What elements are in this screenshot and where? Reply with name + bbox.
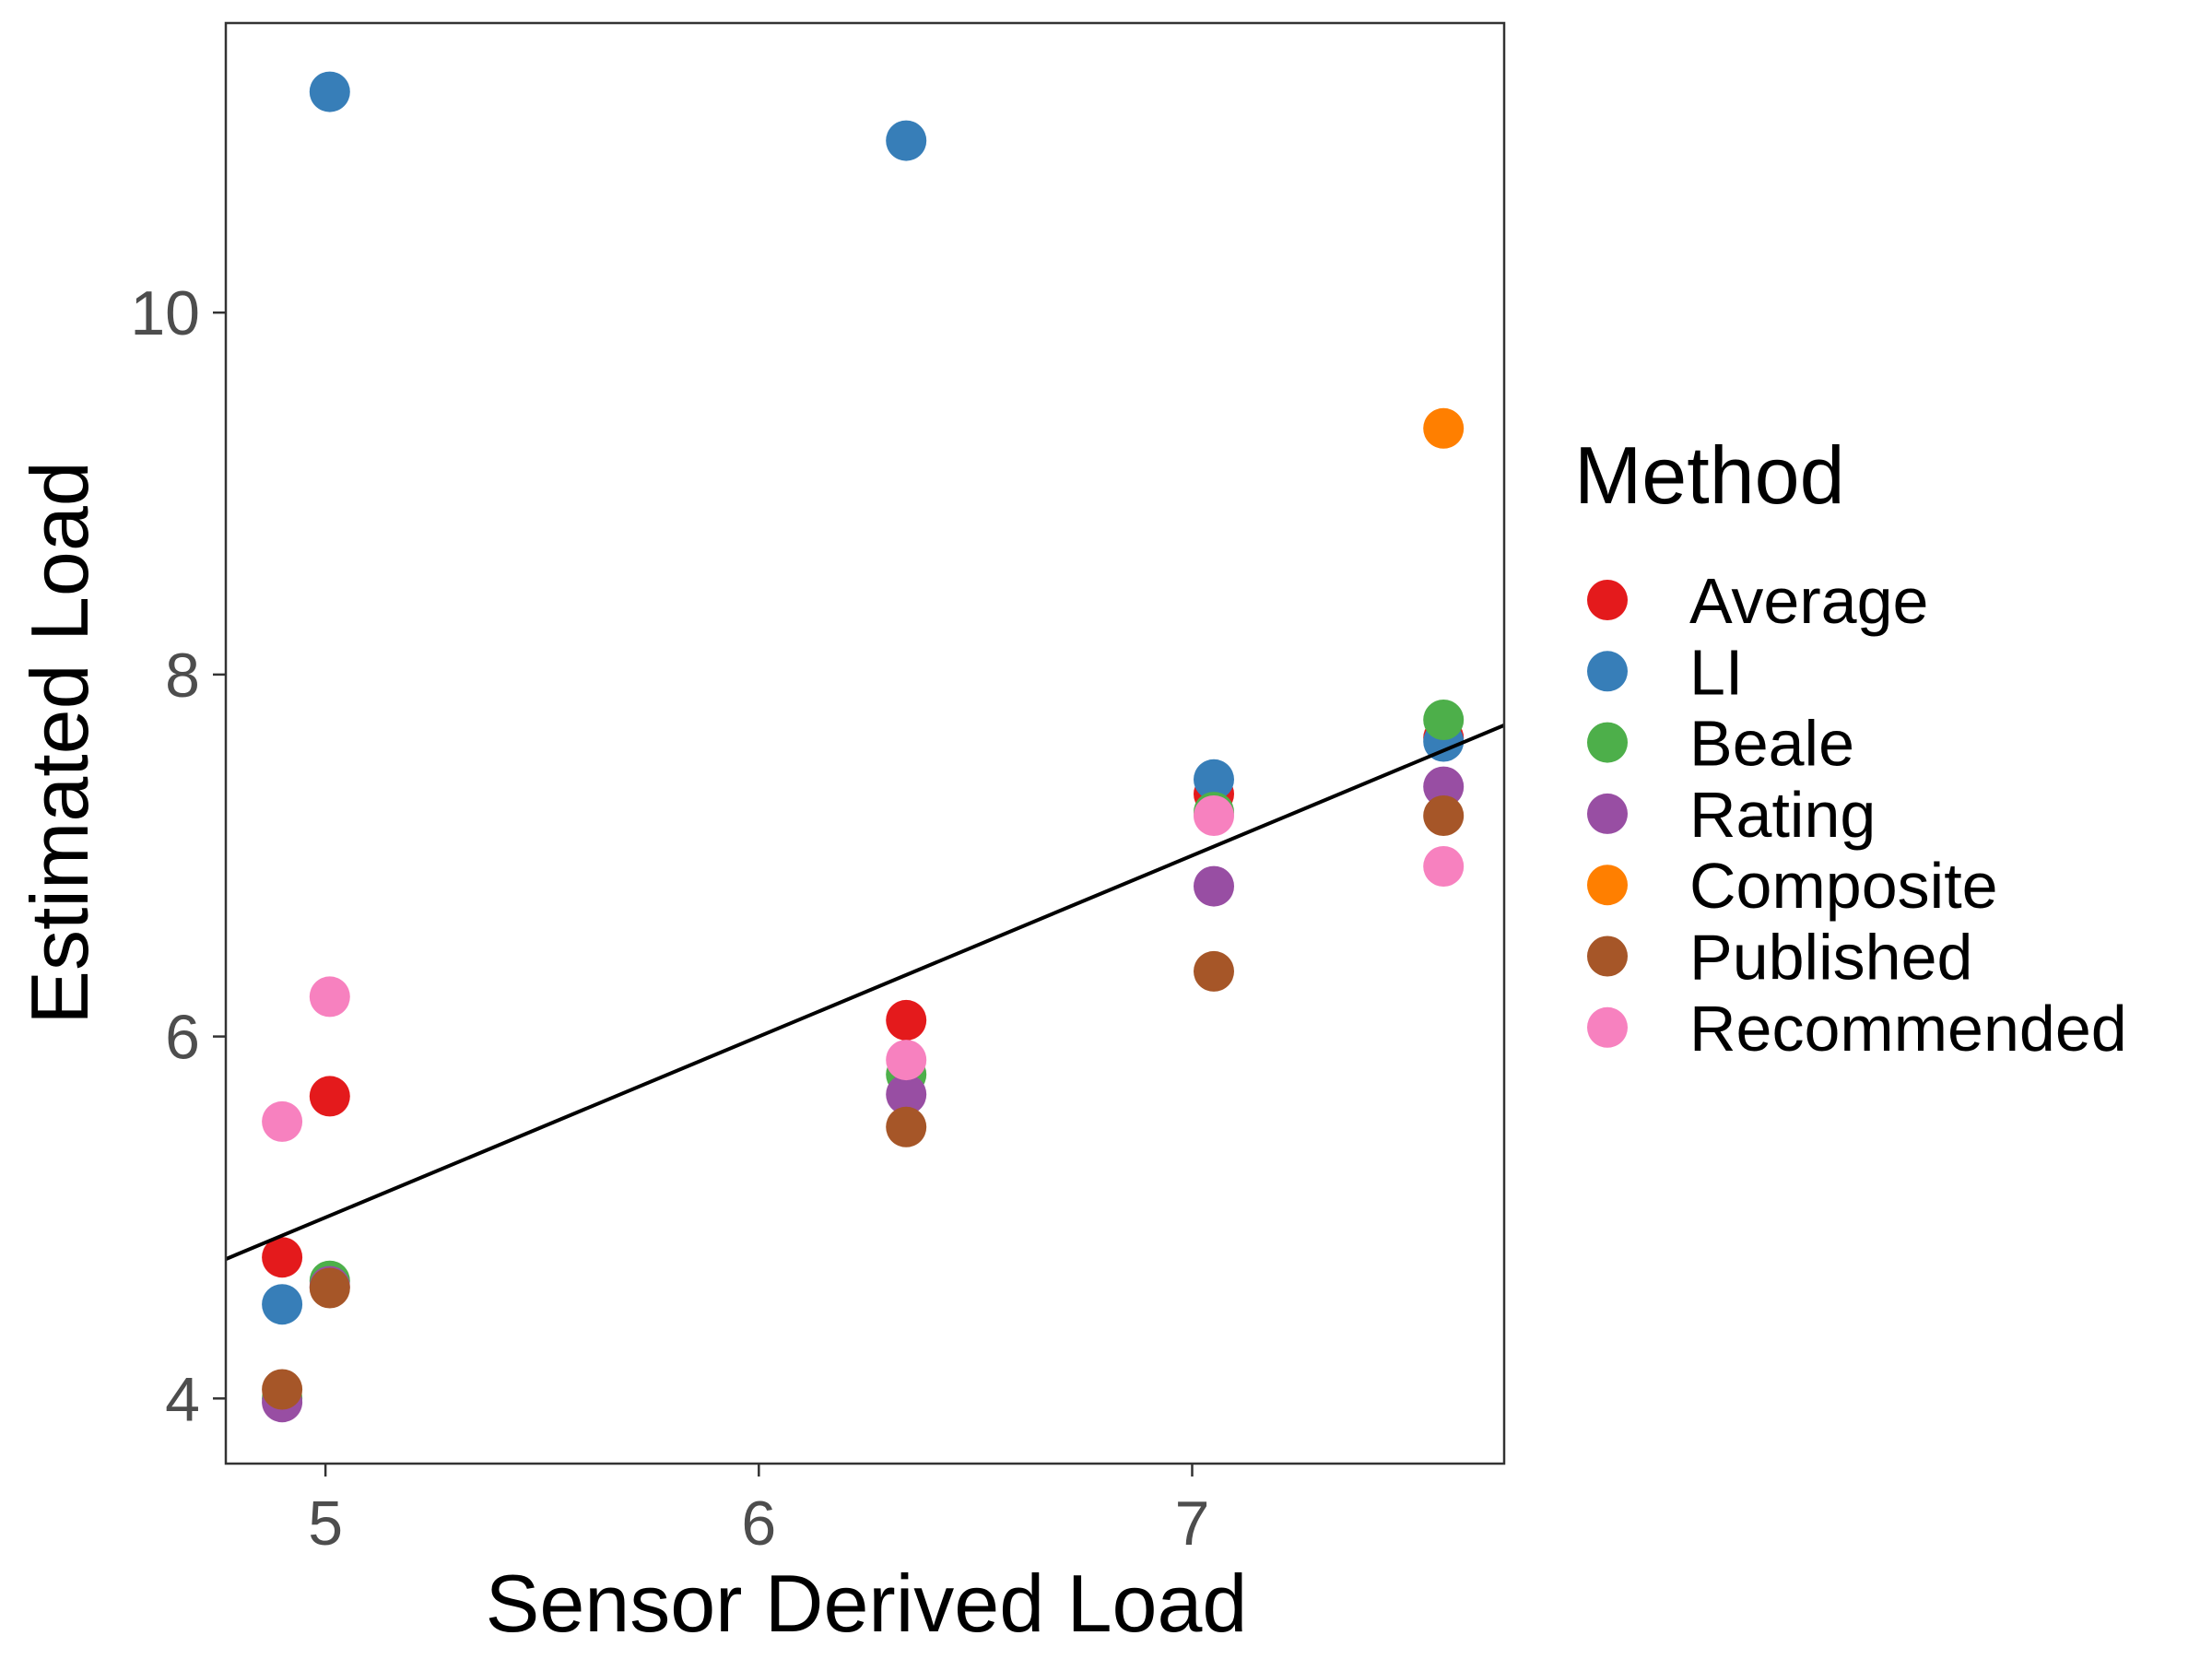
legend: Method AverageLIBealeRatingCompositePubl… <box>1574 429 2127 1065</box>
legend-title: Method <box>1574 429 1845 521</box>
legend-item-composite: Composite <box>1587 850 1998 922</box>
y-tick-label-4: 4 <box>165 1364 200 1434</box>
legend-label-li: LI <box>1689 636 1743 708</box>
point-recommended-0 <box>262 1100 303 1142</box>
point-li-1 <box>309 71 350 112</box>
series-recommended <box>262 795 1465 1142</box>
point-published-4 <box>1423 795 1465 836</box>
point-recommended-4 <box>1423 846 1465 887</box>
point-beale-4 <box>1423 700 1465 740</box>
legend-label-composite: Composite <box>1689 850 1998 922</box>
legend-item-recommended: Recommended <box>1587 993 2127 1065</box>
point-li-3 <box>1194 759 1234 800</box>
legend-key-li <box>1587 651 1628 692</box>
point-li-2 <box>886 120 927 161</box>
legend-key-published <box>1587 935 1628 977</box>
point-composite-0 <box>1423 407 1465 449</box>
point-rating-4 <box>1423 766 1465 807</box>
plot-border <box>224 21 1506 1465</box>
legend-item-published: Published <box>1587 922 1972 994</box>
point-rating-2 <box>886 1074 927 1115</box>
trend-line <box>225 724 1505 1261</box>
point-published-2 <box>886 1106 927 1147</box>
legend-key-average <box>1587 580 1628 620</box>
legend-item-average: Average <box>1587 565 1928 637</box>
y-tick-label-8: 8 <box>165 641 200 711</box>
y-axis: 4 6 8 10 <box>130 278 226 1434</box>
x-tick-label-7: 7 <box>1175 1488 1210 1559</box>
x-axis-title: Sensor Derived Load <box>486 1558 1248 1649</box>
legend-key-composite <box>1587 865 1628 906</box>
series-composite <box>1423 407 1465 449</box>
y-tick-label-6: 6 <box>165 1003 200 1073</box>
legend-key-recommended <box>1587 1006 1628 1048</box>
legend-item-li: LI <box>1587 636 1743 708</box>
x-tick-label-6: 6 <box>741 1488 776 1559</box>
point-published-3 <box>1194 950 1234 992</box>
x-axis: 5 6 7 <box>308 1464 1209 1559</box>
legend-label-average: Average <box>1689 565 1928 637</box>
x-tick-label-5: 5 <box>308 1488 343 1559</box>
point-rating-3 <box>1194 865 1234 907</box>
legend-label-rating: Rating <box>1689 779 1876 851</box>
legend-item-rating: Rating <box>1587 779 1876 851</box>
point-average-0 <box>262 1237 303 1278</box>
y-tick-label-10: 10 <box>130 278 200 348</box>
point-recommended-3 <box>1194 795 1234 836</box>
legend-key-beale <box>1587 722 1628 763</box>
legend-item-beale: Beale <box>1587 708 1854 780</box>
point-average-1 <box>309 1076 350 1117</box>
legend-label-published: Published <box>1689 922 1972 994</box>
point-recommended-1 <box>309 976 350 1018</box>
y-axis-title: Estimated Load <box>14 461 105 1025</box>
point-published-1 <box>309 1267 350 1309</box>
plot-panel <box>224 21 1506 1465</box>
data-points <box>262 71 1465 1423</box>
point-li-0 <box>262 1284 303 1325</box>
point-published-0 <box>262 1369 303 1410</box>
legend-label-recommended: Recommended <box>1689 993 2127 1065</box>
series-published <box>262 795 1465 1410</box>
point-recommended-2 <box>886 1040 927 1081</box>
point-average-2 <box>886 999 927 1041</box>
legend-label-beale: Beale <box>1689 708 1854 780</box>
series-li <box>262 71 1465 1325</box>
legend-key-rating <box>1587 793 1628 834</box>
